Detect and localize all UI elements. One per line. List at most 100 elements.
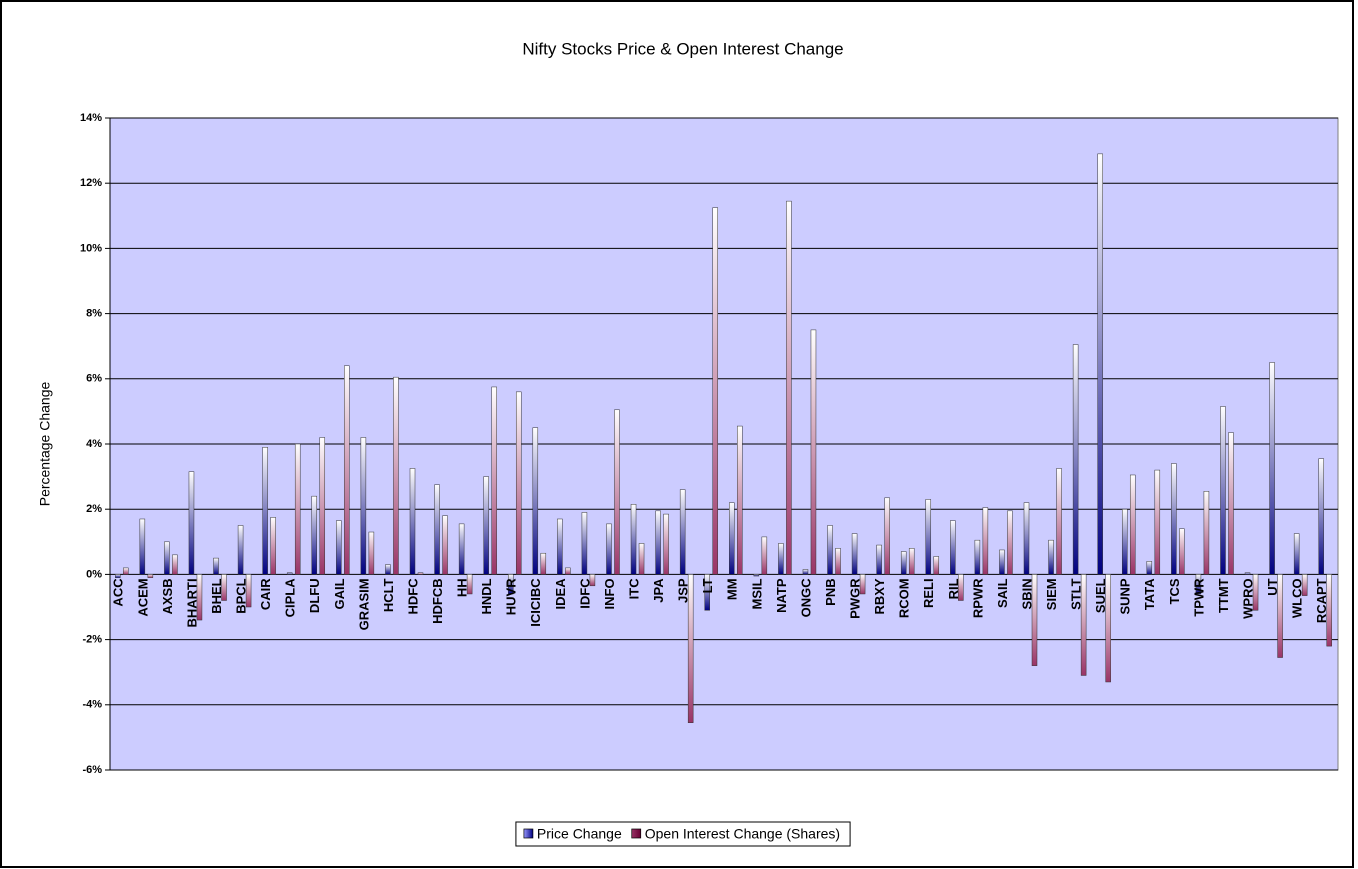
x-tick-label: GRASIM <box>356 578 371 630</box>
bar <box>311 495 318 575</box>
bar <box>139 518 146 575</box>
bar <box>589 574 596 587</box>
x-tick-label: CAIR <box>258 578 273 610</box>
x-tick-label: MSIL <box>749 578 764 609</box>
bar <box>336 520 342 575</box>
bar <box>1179 528 1185 575</box>
bar <box>245 574 252 608</box>
bar <box>393 376 399 575</box>
bar <box>115 574 121 578</box>
x-tick-label: SUEL <box>1093 578 1108 613</box>
x-tick-label: PNB <box>823 578 838 605</box>
bar <box>164 541 170 575</box>
x-tick-label: JPA <box>651 578 666 603</box>
bar <box>1154 469 1161 575</box>
bar <box>172 554 178 575</box>
x-tick-label: MM <box>725 578 740 600</box>
bar <box>1023 502 1030 575</box>
x-tick-label: TTMT <box>1216 578 1231 613</box>
x-tick-label: RCOM <box>897 578 912 618</box>
bar <box>859 574 866 595</box>
x-tick-label: SUNP <box>1118 578 1133 614</box>
x-tick-label: IDEA <box>553 578 568 610</box>
bar <box>778 543 784 575</box>
x-tick-label: HUVR <box>504 578 519 615</box>
x-tick-label: GAIL <box>332 578 347 609</box>
y-tick-label: -6% <box>82 764 102 776</box>
x-tick-label: RCAPT <box>1314 578 1329 623</box>
x-tick-label: RBXY <box>872 578 887 614</box>
x-tick-label: UT <box>1265 578 1280 595</box>
x-tick-label: TPWR <box>1191 578 1206 617</box>
bar <box>729 502 735 575</box>
bar <box>704 574 710 611</box>
y-tick-label: 0% <box>86 568 102 580</box>
x-tick-label: HH <box>455 578 470 597</box>
bar <box>663 513 669 575</box>
bar <box>1129 474 1136 575</box>
bar <box>1269 362 1275 575</box>
bar <box>147 574 154 578</box>
y-axis-title: Percentage Change <box>37 382 53 507</box>
bar <box>876 544 882 575</box>
bar <box>540 552 547 575</box>
x-tick-label: RELI <box>921 578 936 608</box>
bar <box>1252 574 1259 611</box>
x-tick-label: ICICIBC <box>528 578 543 627</box>
bar <box>802 569 809 575</box>
y-tick-label: 8% <box>86 308 102 320</box>
bar <box>565 567 571 575</box>
bar <box>270 517 276 575</box>
bar <box>532 427 539 575</box>
bar <box>614 409 620 575</box>
x-tick-label: HDFCB <box>430 578 445 624</box>
bar <box>761 536 768 575</box>
x-tick-label: RPWR <box>970 578 985 618</box>
bar <box>606 523 612 575</box>
x-tick-label: BPCL <box>234 578 249 613</box>
bar <box>434 484 440 575</box>
bar <box>319 437 326 575</box>
x-tick-label: BHARTI <box>184 578 199 627</box>
bar <box>237 525 244 575</box>
bar <box>1080 574 1087 676</box>
x-tick-label: TATA <box>1142 578 1157 610</box>
bar <box>1203 491 1210 575</box>
bar <box>1056 468 1062 575</box>
x-tick-label: WPRO <box>1240 578 1255 618</box>
x-tick-label: SIEM <box>1044 578 1059 610</box>
y-tick-label: 2% <box>86 503 102 515</box>
legend: Price Change Open Interest Change (Shares… <box>515 821 851 847</box>
bar <box>1121 508 1128 575</box>
y-tick-label: 12% <box>80 177 102 189</box>
x-tick-label: LT <box>700 578 715 593</box>
bar <box>810 329 817 575</box>
bar <box>974 539 981 575</box>
bar <box>851 533 858 575</box>
bar <box>884 497 890 575</box>
bar <box>630 504 637 575</box>
bar <box>925 499 932 575</box>
bar <box>221 574 227 601</box>
bar <box>344 365 350 575</box>
bar <box>409 468 416 575</box>
bar <box>908 548 915 575</box>
bar <box>687 574 694 723</box>
bar <box>360 437 367 575</box>
x-tick-label: INFO <box>602 578 617 609</box>
x-tick-label: NATP <box>774 578 789 613</box>
chart-title: Nifty Stocks Price & Open Interest Chang… <box>522 39 843 58</box>
x-tick-label: PWGR <box>848 578 863 619</box>
bar <box>638 543 645 575</box>
bar <box>581 512 588 575</box>
x-tick-label: ACEM <box>135 578 150 616</box>
y-tick-label: 14% <box>80 112 102 124</box>
x-tick-label: BHEL <box>209 578 224 613</box>
bar <box>1318 458 1324 575</box>
bar <box>1007 510 1013 575</box>
bar <box>1228 432 1234 575</box>
bar <box>999 549 1005 575</box>
bar <box>900 551 907 575</box>
bar <box>1171 463 1177 575</box>
bar <box>786 200 792 575</box>
